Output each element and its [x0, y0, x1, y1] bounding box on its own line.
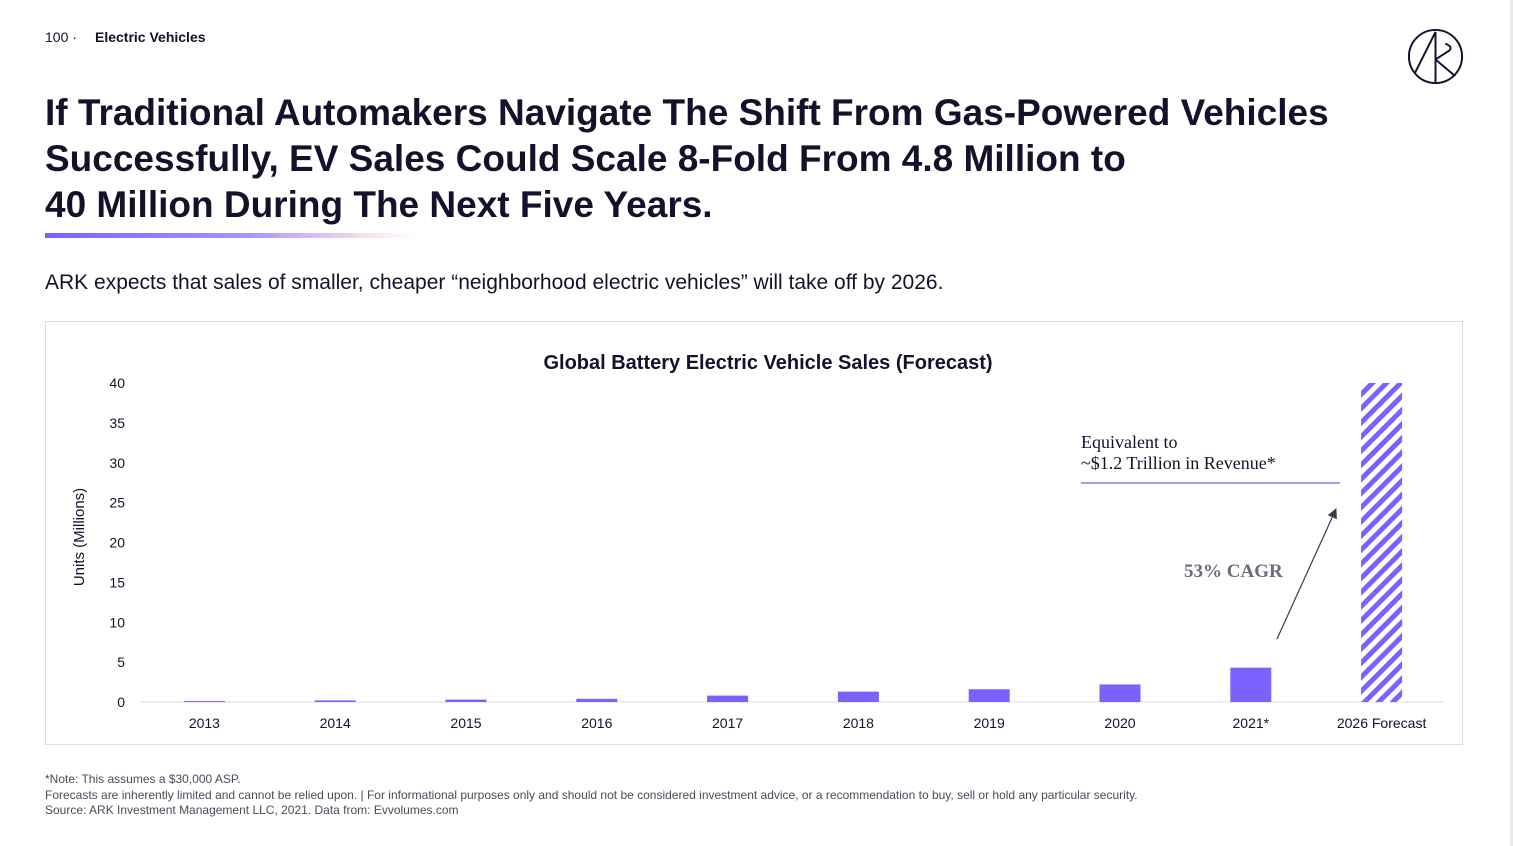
- ark-logo-icon: [1407, 28, 1464, 85]
- x-tick-label: 2019: [974, 715, 1005, 731]
- growth-arrow: [1276, 508, 1337, 640]
- y-tick-label: 5: [117, 654, 125, 670]
- subtitle: ARK expects that sales of smaller, cheap…: [45, 271, 944, 294]
- page-number: 100 ·: [45, 29, 77, 45]
- footnote-source: Source: ARK Investment Management LLC, 2…: [45, 803, 459, 817]
- bar-2020: [1099, 684, 1141, 702]
- x-tick-label: 2020: [1104, 715, 1135, 731]
- y-tick-label: 30: [109, 455, 125, 471]
- x-tick-label: 2018: [843, 715, 874, 731]
- y-axis-label: Units (Millions): [71, 488, 88, 586]
- x-tick-label: 2013: [189, 715, 220, 731]
- y-tick-label: 15: [109, 574, 125, 590]
- bar-2013: [183, 701, 225, 702]
- x-tick-label: 2014: [320, 715, 351, 731]
- bar-2019: [968, 689, 1010, 702]
- bar-forecast-2026: [1361, 383, 1403, 702]
- y-tick-label: 10: [109, 614, 125, 630]
- x-tick-label: 2015: [450, 715, 481, 731]
- bev-sales-chart: Global Battery Electric Vehicle Sales (F…: [71, 352, 1445, 731]
- chart-frame: [45, 321, 1463, 745]
- headline-line: Successfully, EV Sales Could Scale 8-Fol…: [45, 138, 1126, 179]
- x-tick-label: 2016: [581, 715, 612, 731]
- headline-accent-bar: [45, 233, 415, 238]
- y-tick-label: 0: [117, 694, 125, 710]
- headline: If Traditional Automakers Navigate The S…: [45, 90, 1405, 228]
- bar-2014: [314, 700, 356, 702]
- y-tick-label: 40: [109, 375, 125, 391]
- section-label: Electric Vehicles: [95, 29, 206, 45]
- chart-title: Global Battery Electric Vehicle Sales (F…: [543, 352, 992, 374]
- footnotes: *Note: This assumes a $30,000 ASP. Forec…: [45, 772, 1138, 819]
- cagr-label: 53% CAGR: [1184, 561, 1283, 582]
- bar-2015: [445, 699, 487, 702]
- footnote-disclaimer: Forecasts are inherently limited and can…: [45, 787, 1138, 802]
- footnote-note: *Note: This assumes a $30,000 ASP.: [45, 772, 241, 786]
- x-tick-label: 2017: [712, 715, 743, 731]
- page-edge: [1510, 0, 1513, 846]
- bar-2017: [707, 695, 749, 702]
- revenue-annotation-line2: ~$1.2 Trillion in Revenue*: [1081, 453, 1276, 473]
- y-tick-label: 35: [109, 415, 125, 431]
- revenue-annotation-line1: Equivalent to: [1081, 432, 1177, 452]
- y-tick-label: 25: [109, 495, 125, 511]
- x-tick-label: 2021*: [1233, 715, 1270, 731]
- headline-line: If Traditional Automakers Navigate The S…: [45, 92, 1329, 133]
- bar-2021: [1230, 667, 1272, 702]
- x-tick-label: 2026 Forecast: [1337, 715, 1427, 731]
- bar-2016: [576, 698, 618, 702]
- bar-2018: [837, 691, 879, 702]
- headline-line: 40 Million During The Next Five Years.: [45, 184, 713, 225]
- y-tick-label: 20: [109, 535, 125, 551]
